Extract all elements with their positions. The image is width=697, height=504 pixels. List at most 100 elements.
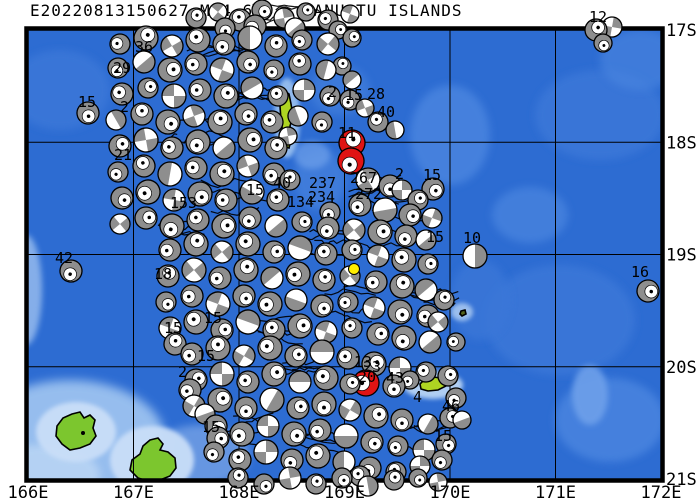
focal-mechanism-beachball	[394, 224, 418, 248]
focal-mechanism-beachball	[181, 257, 207, 283]
focal-mechanism-beachball	[362, 296, 386, 320]
focal-mechanism-beachball	[366, 244, 390, 268]
focal-mechanism-beachball	[105, 109, 127, 131]
beachball-value-label: 153	[170, 194, 197, 212]
focal-mechanism-beachball	[235, 309, 261, 335]
focal-mechanism-beachball	[390, 408, 414, 432]
focal-mechanism-beachball	[134, 206, 158, 230]
focal-mechanism-beachball	[389, 273, 415, 299]
focal-mechanism-beachball	[414, 278, 438, 302]
focal-mechanism-beachball	[253, 439, 279, 465]
focal-mechanism-beachball	[287, 235, 313, 261]
focal-mechanism-beachball	[415, 361, 437, 383]
focal-mechanism-beachball	[205, 291, 231, 317]
focal-mechanism-beachball	[259, 387, 285, 413]
focal-mechanism-beachball	[292, 78, 316, 102]
focal-mechanism-beachball	[291, 211, 313, 233]
focal-mechanism-beachball	[236, 370, 260, 394]
focal-mechanism-beachball	[186, 208, 210, 232]
focal-mechanism-beachball	[108, 134, 132, 158]
focal-mechanism-beachball	[232, 344, 256, 368]
focal-mechanism-beachball	[239, 179, 265, 205]
focal-mechanism-beachball	[162, 188, 186, 212]
focal-mechanism-beachball	[383, 469, 405, 491]
focal-mechanism-beachball	[110, 82, 134, 106]
focal-mechanism-beachball	[185, 27, 211, 53]
focal-mechanism-beachball	[110, 186, 134, 210]
lon-tick-label: 168E	[219, 483, 260, 503]
focal-mechanism-beachball	[232, 284, 256, 308]
focal-mechanism-beachball	[234, 102, 258, 126]
focal-mechanism-beachball	[209, 361, 235, 387]
focal-mechanism-beachball	[211, 213, 237, 239]
focal-mechanism-beachball	[382, 374, 406, 398]
focal-mechanism-beachball	[236, 154, 260, 178]
focal-mechanism-beachball	[161, 83, 187, 109]
beachball-value-label: 15	[78, 93, 96, 111]
beachball-value-label: 237	[309, 174, 336, 192]
focal-mechanism-beachball	[291, 29, 313, 51]
focal-mechanism-beachball	[264, 214, 288, 238]
focal-mechanism-beachball	[342, 218, 366, 242]
beachball-value-label: 2	[395, 165, 404, 183]
focal-mechanism-beachball	[213, 83, 239, 109]
focal-mechanism-beachball	[433, 289, 455, 311]
focal-mechanism-beachball	[158, 238, 182, 262]
focal-mechanism-beachball	[214, 188, 238, 212]
beachball-value-label: 2	[120, 98, 129, 116]
focal-mechanism-beachball	[279, 169, 301, 191]
focal-mechanism-beachball	[385, 120, 405, 140]
focal-mechanism-beachball	[337, 291, 359, 313]
focal-mechanism-beachball	[209, 57, 235, 83]
beachball-value-label: 16	[631, 263, 649, 281]
focal-mechanism-beachball	[367, 111, 389, 133]
focal-mechanisms	[59, 0, 660, 497]
beachball-value-label: 29	[113, 59, 131, 77]
focal-mechanism-beachball	[209, 161, 235, 187]
focal-mechanism-beachball	[387, 435, 409, 457]
focal-mechanism-beachball	[288, 370, 312, 394]
focal-mechanism-beachball	[311, 111, 333, 133]
focal-mechanism-beachball	[417, 253, 439, 275]
beachball-value-label: 15	[345, 86, 363, 104]
beachball-value-label: 10	[463, 229, 481, 247]
focal-mechanism-beachball	[360, 430, 384, 454]
beachball-value-label: 2	[178, 363, 187, 381]
focal-mechanism-beachball	[305, 473, 327, 495]
focal-mechanism-beachball	[184, 156, 208, 180]
lat-tick-label: 21S	[666, 470, 697, 490]
focal-mechanism-beachball	[342, 28, 362, 48]
focal-mechanism-beachball	[357, 475, 379, 497]
focal-mechanism-beachball	[132, 154, 156, 178]
lat-tick-label: 18S	[666, 133, 697, 153]
focal-mechanism-beachball	[253, 473, 275, 495]
focal-mechanism-beachball	[332, 450, 356, 474]
beachball-value-label: 28	[367, 85, 385, 103]
focal-mechanism-beachball	[227, 467, 249, 489]
focal-mechanism-beachball	[235, 231, 261, 257]
focal-mechanism-beachball	[210, 240, 234, 264]
focal-mechanism-beachball	[237, 25, 263, 51]
focal-mechanism-beachball	[157, 161, 183, 187]
lat-tick-label: 17S	[666, 21, 697, 41]
focal-mechanism-beachball	[59, 259, 83, 283]
focal-mechanism-beachball	[361, 351, 387, 377]
focal-mechanism-beachball	[636, 279, 660, 303]
beachball-value-label: 11	[338, 124, 356, 142]
focal-mechanism-beachball	[391, 325, 417, 351]
focal-mechanism-beachball	[305, 443, 331, 469]
lon-tick-label: 167E	[113, 483, 154, 503]
beachball-value-label: 43	[386, 369, 404, 387]
focal-mechanism-beachball	[228, 448, 252, 472]
island-northwest-round	[55, 411, 97, 451]
focal-mechanism-beachball	[310, 294, 334, 318]
beachball-value-label: 2	[328, 83, 337, 101]
focal-mechanism-beachball	[284, 288, 308, 312]
focal-mechanism-beachball	[315, 59, 337, 81]
beachball-value-label: 15	[426, 228, 444, 246]
beachball-value-label: 40	[273, 174, 291, 192]
focal-mechanism-beachball	[155, 291, 177, 313]
beachball-value-label: 15	[246, 181, 264, 199]
